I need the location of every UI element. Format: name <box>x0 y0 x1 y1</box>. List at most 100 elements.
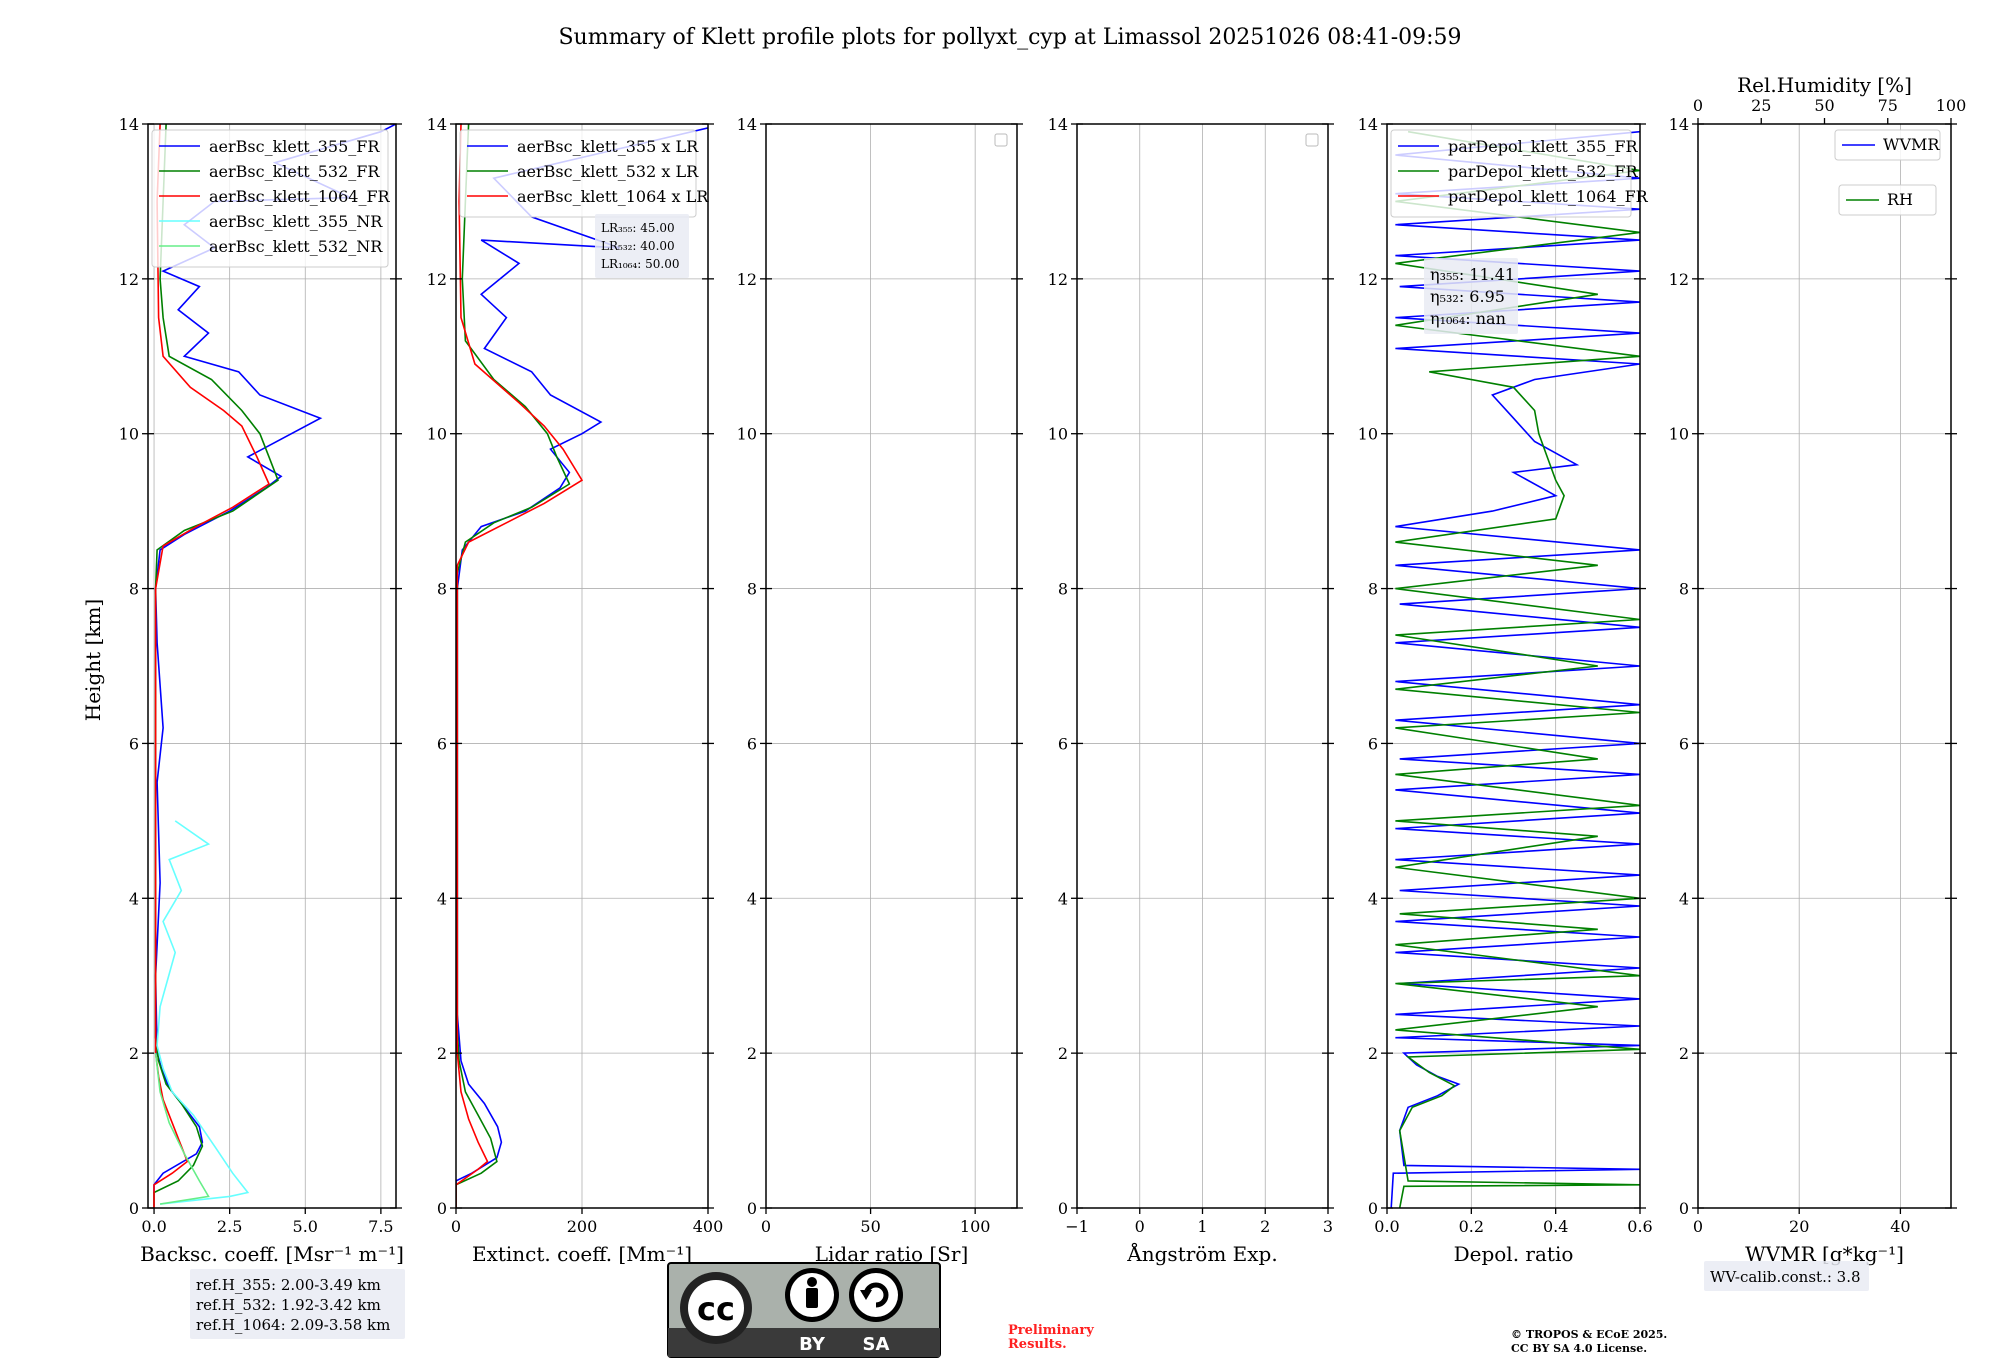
y-tick-label: 4 <box>129 889 139 908</box>
x-tick-label: 40 <box>1890 1217 1910 1236</box>
y-tick-label: 12 <box>737 270 757 289</box>
y-tick-label: 0 <box>437 1199 447 1218</box>
info-text: ref.H_355: 2.00-3.49 km <box>196 1276 381 1294</box>
y-tick-label: 10 <box>1669 425 1689 444</box>
info-text: η₁₀₆₄: nan <box>1430 309 1506 328</box>
legend-box <box>459 129 697 218</box>
info-text: LR₁₀₆₄: 50.00 <box>601 257 679 271</box>
y-tick-label: 10 <box>737 425 757 444</box>
sa-label: SA <box>863 1334 890 1355</box>
y-tick-label: 4 <box>1058 889 1068 908</box>
x-axis-label: Backsc. coeff. [Msr⁻¹ m⁻¹] <box>140 1242 404 1266</box>
y-tick-label: 8 <box>129 580 139 599</box>
by-label: BY <box>799 1334 826 1355</box>
x-tick-label: 0.6 <box>1627 1217 1652 1236</box>
axes-frame <box>1386 123 1641 1209</box>
x-tick-label: 2 <box>1260 1217 1270 1236</box>
top-x-tick-label: 75 <box>1878 96 1898 115</box>
y-tick-label: 8 <box>1679 580 1689 599</box>
axes-frame <box>147 123 397 1209</box>
legend-entry: aerBsc_klett_355 x LR <box>517 137 699 156</box>
x-axis-label: Ångström Exp. <box>1126 1241 1277 1266</box>
y-tick-label: 6 <box>129 734 139 753</box>
top-x-tick-label: 50 <box>1814 96 1834 115</box>
y-tick-label: 6 <box>1679 734 1689 753</box>
legend-entry: aerBsc_klett_355_FR <box>209 137 380 156</box>
cc-license-badge: cc BY SA <box>667 1262 941 1358</box>
info-text: η₃₅₅: 11.41 <box>1430 265 1515 284</box>
x-tick-label: 0.2 <box>1459 1217 1484 1236</box>
series-group <box>456 124 708 1208</box>
info-box <box>1704 1261 1869 1291</box>
x-tick-label: 1 <box>1197 1217 1207 1236</box>
y-tick-label: 4 <box>437 889 447 908</box>
x-tick-label: 20 <box>1789 1217 1809 1236</box>
y-tick-label: 2 <box>747 1044 757 1063</box>
y-tick-label: 0 <box>747 1199 757 1218</box>
legend-entry: aerBsc_klett_1064 x LR <box>517 187 709 206</box>
axes-frame <box>765 123 1018 1209</box>
y-tick-label: 14 <box>1048 115 1068 134</box>
cc-label: cc <box>697 1290 735 1328</box>
y-tick-label: 14 <box>737 115 757 134</box>
y-tick-label: 0 <box>1679 1199 1689 1218</box>
top-x-axis-label: Rel.Humidity [%] <box>1737 73 1912 97</box>
y-tick-label: 12 <box>1669 270 1689 289</box>
y-tick-label: 0 <box>129 1199 139 1218</box>
series-line-extinction-0 <box>456 127 708 1208</box>
y-tick-label: 8 <box>1058 580 1068 599</box>
y-tick-label: 2 <box>1368 1044 1378 1063</box>
preliminary-line-1: Preliminary <box>1008 1323 1094 1338</box>
legend-entry: aerBsc_klett_1064_FR <box>209 187 391 206</box>
x-tick-label: 0.0 <box>1374 1217 1399 1236</box>
y-tick-label: 6 <box>1368 734 1378 753</box>
y-tick-label: 12 <box>119 270 139 289</box>
y-tick-label: 8 <box>437 580 447 599</box>
x-tick-label: 400 <box>693 1217 724 1236</box>
preliminary-line-2: Results. <box>1008 1337 1067 1352</box>
legend-entry: parDepol_klett_1064_FR <box>1448 187 1649 206</box>
y-tick-label: 4 <box>747 889 757 908</box>
y-tick-label: 6 <box>437 734 447 753</box>
x-tick-label: 200 <box>567 1217 598 1236</box>
info-box-extinction: LR₃₅₅: 45.00 LR₅₃₂: 40.00 LR₁₀₆₄: 50.00 <box>595 214 689 278</box>
panel-backscatter: 0 2 4 6 8 10 12 14 0.0 2.5 5.0 7.5 Backsc. coeff. [M… <box>119 115 405 1339</box>
info-box <box>1424 258 1518 334</box>
legend-extinction: aerBsc_klett_355 x LR aerBsc_klett_532 x … <box>459 129 709 218</box>
y-tick-label: 2 <box>1058 1044 1068 1063</box>
y-tick-label: 14 <box>1669 115 1689 134</box>
x-axis-label: Extinct. coeff. [Mm⁻¹] <box>472 1242 692 1266</box>
y-tick-label: 2 <box>129 1044 139 1063</box>
axes-frame <box>1697 123 1952 1209</box>
series-line-backscatter-2 <box>153 124 271 1208</box>
empty-legend-box <box>994 133 1008 147</box>
x-tick-label: 0 <box>451 1217 461 1236</box>
y-tick-label: 14 <box>119 115 139 134</box>
info-box <box>595 214 689 278</box>
y-tick-label: 4 <box>1368 889 1378 908</box>
top-x-tick-label: 0 <box>1693 96 1703 115</box>
x-tick-label: −1 <box>1065 1217 1089 1236</box>
series-line-depol-1 <box>1395 130 1640 1208</box>
x-axis-label: Depol. ratio <box>1454 1242 1574 1266</box>
y-tick-label: 0 <box>1058 1199 1068 1218</box>
info-text: LR₅₃₂: 40.00 <box>601 239 675 253</box>
x-tick-label: 50 <box>860 1217 880 1236</box>
y-tick-label: 12 <box>427 270 447 289</box>
y-tick-label: 6 <box>747 734 757 753</box>
series-line-backscatter-1 <box>153 124 279 1208</box>
x-tick-label: 5.0 <box>293 1217 318 1236</box>
legend-box <box>1834 129 1941 161</box>
panel-depol: 0 2 4 6 8 10 12 14 0.0 0.2 0.4 0.6 Depol. ratio parDe… <box>1358 115 1653 1266</box>
series-line-backscatter-4 <box>154 1053 210 1205</box>
legend-box <box>151 129 389 268</box>
y-tick-label: 14 <box>427 115 447 134</box>
info-box <box>190 1269 405 1339</box>
series-group <box>153 124 396 1208</box>
x-tick-label: 0.4 <box>1543 1217 1568 1236</box>
x-tick-label: 3 <box>1323 1217 1333 1236</box>
